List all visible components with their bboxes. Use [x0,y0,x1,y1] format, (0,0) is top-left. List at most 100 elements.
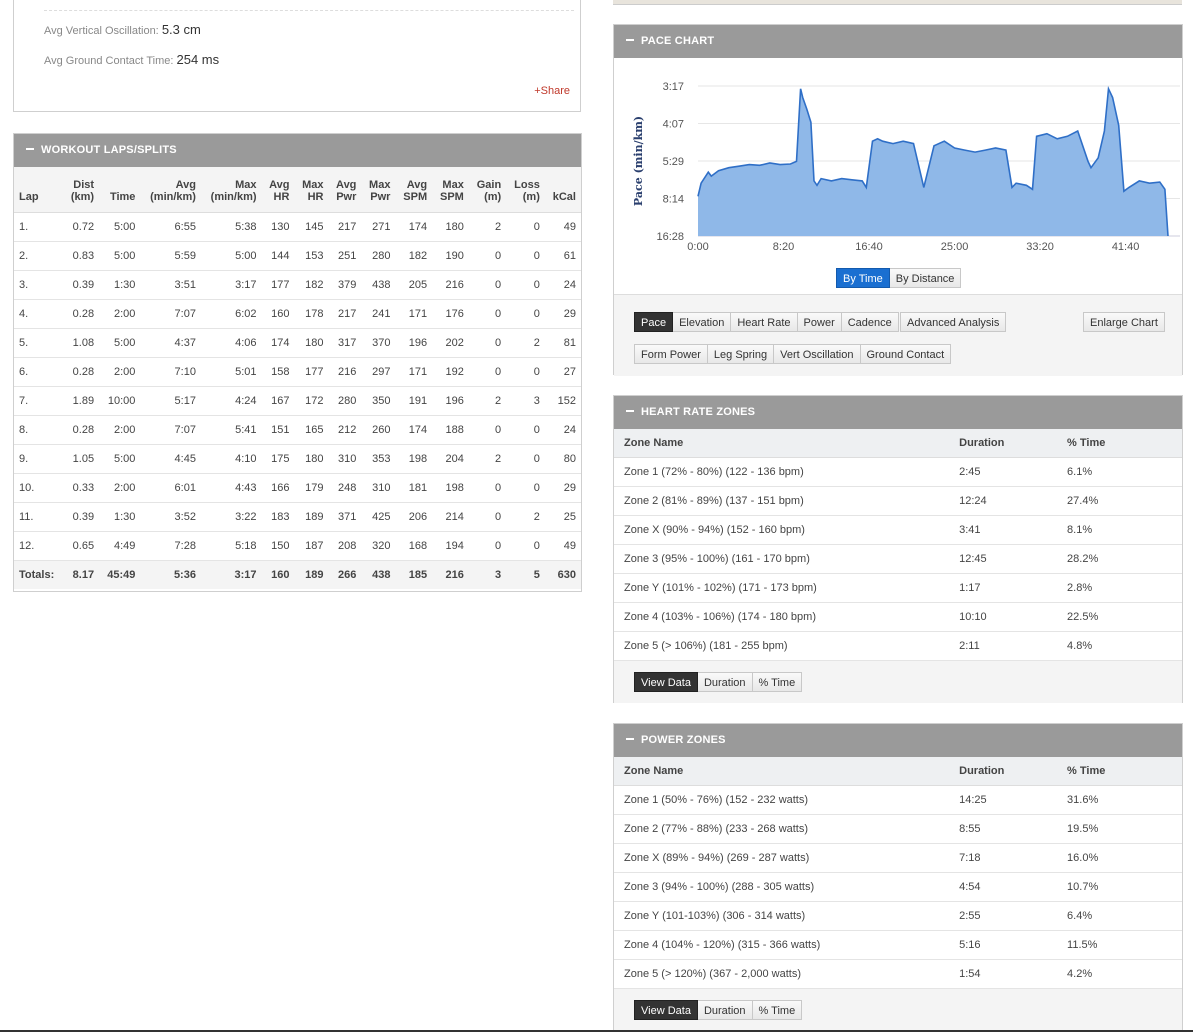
table-cell: 217 [328,299,362,329]
tab-pace[interactable]: Pace [634,312,674,332]
y-tick-label: 3:17 [663,81,684,93]
table-cell: 166 [261,473,295,503]
table-cell: 160 [261,560,295,589]
tab-form-power[interactable]: Form Power [634,344,708,364]
table-cell: 151 [261,415,295,445]
column-header: Loss [506,167,545,191]
table-row: 3. 0.39 1:30 3:51 3:17 177 182 379 438 205 216 0 0 24 [14,270,581,300]
table-cell: 5 [506,560,545,589]
table-row: Zone X (90% - 94%) (152 - 160 bpm) 3:41 8.… [614,515,1182,545]
table-row: 5. 1.08 5:00 4:37 4:06 174 180 317 370 196 202 0 2 81 [14,328,581,358]
table-cell: 216 [432,560,469,589]
table-row: Zone 4 (103% - 106%) (174 - 180 bpm) 10:1… [614,602,1182,632]
table-cell: 0 [506,415,545,445]
table-cell: 4. [14,299,64,329]
view-data-button[interactable]: View Data [634,672,698,692]
table-cell: 0.28 [63,357,100,387]
collapse-icon[interactable] [626,410,634,413]
table-cell: 80 [544,444,581,474]
duration-button[interactable]: Duration [697,672,753,692]
advanced-analysis-button[interactable]: Advanced Analysis [900,312,1007,332]
table-row: 9. 1.05 5:00 4:45 4:10 175 180 310 353 198 204 2 0 80 [14,444,581,474]
table-cell: 241 [361,299,396,329]
table-cell: 183 [261,502,295,532]
table-cell: 317 [328,328,362,358]
laps-table: Dist Avg Max Avg Max Avg Max Avg Max Gain Loss Lap… [14,167,581,589]
laps-panel-header[interactable]: WORKOUT LAPS/SPLITS [14,134,581,167]
table-cell: 320 [361,531,396,561]
table-cell: 4:06 [200,328,262,358]
tab-ground-contact[interactable]: Ground Contact [860,344,952,364]
y-tick-label: 16:28 [656,231,684,243]
time-button[interactable]: % Time [752,672,803,692]
table-cell: 172 [294,386,329,416]
table-cell: Zone 3 (95% - 100%) (161 - 170 bpm) [614,544,950,574]
table-cell: 187 [294,531,329,561]
column-header: Pwr [361,191,396,213]
table-cell: 0 [506,299,545,329]
by-distance-button[interactable]: By Distance [889,268,962,288]
page-bottom-border [0,1030,1193,1032]
enlarge-chart-button[interactable]: Enlarge Chart [1083,312,1165,332]
pace-chart[interactable]: 3:17 4:07 5:29 8:14 16:280:00 8:20 16:40 25:00 3… [614,58,1182,294]
table-cell: 4:49 [99,531,141,561]
collapse-icon[interactable] [626,738,634,741]
by-time-button[interactable]: By Time [836,268,890,288]
share-link[interactable]: +Share [534,85,570,97]
duration-button[interactable]: Duration [697,1000,753,1020]
table-row: Zone 3 (95% - 100%) (161 - 170 bpm) 12:45… [614,544,1182,574]
table-cell: 216 [432,270,469,300]
table-cell: 196 [395,328,433,358]
table-cell: 5:01 [200,357,262,387]
chart-axis-toggle: By Time By Distance [836,268,962,288]
table-cell: 353 [361,444,396,474]
view-data-button[interactable]: View Data [634,1000,698,1020]
tab-heart-rate[interactable]: Heart Rate [731,312,798,332]
table-cell: 130 [261,212,295,242]
table-cell: 0.39 [63,270,100,300]
table-cell: 1.05 [63,444,100,474]
tab-cadence[interactable]: Cadence [841,312,899,332]
column-header: Avg [140,167,201,191]
tab-vert-oscillation[interactable]: Vert Oscillation [774,344,861,364]
power-panel-header[interactable]: POWER ZONES [614,724,1182,757]
tab-leg-spring[interactable]: Leg Spring [707,344,775,364]
table-cell: 5:00 [200,241,262,271]
tab-power[interactable]: Power [797,312,842,332]
table-cell: 4.2% [1057,959,1182,989]
table-cell: 0 [468,415,507,445]
table-cell: 45:49 [99,560,141,589]
table-cell: 180 [432,212,469,242]
table-cell: 1:54 [949,959,1058,989]
table-row: Zone Y (101-103%) (306 - 314 watts) 2:55 6… [614,901,1182,931]
table-cell: Zone 1 (72% - 80%) (122 - 136 bpm) [614,457,950,487]
table-cell: 153 [294,241,329,271]
table-cell: 425 [361,502,396,532]
table-cell: 168 [395,531,433,561]
collapse-icon[interactable] [626,39,634,42]
table-cell: Zone 5 (> 120%) (367 - 2,000 watts) [614,959,950,989]
time-button[interactable]: % Time [752,1000,803,1020]
table-cell: 2:45 [949,457,1058,487]
table-cell: Zone 4 (104% - 120%) (315 - 366 watts) [614,930,950,960]
table-cell: 2 [468,444,507,474]
table-cell: 27.4% [1057,486,1182,516]
column-header: SPM [395,191,433,213]
table-cell: Zone 1 (50% - 76%) (152 - 232 watts) [614,785,950,815]
table-row: 1. 0.72 5:00 6:55 5:38 130 145 217 271 174 180 2 0 49 [14,212,581,242]
table-cell: 266 [328,560,362,589]
table-cell: 27 [544,357,581,387]
column-header [544,167,581,191]
table-cell: 438 [361,270,396,300]
hr-panel-header[interactable]: HEART RATE ZONES [614,396,1182,429]
table-cell: 144 [261,241,295,271]
table-row: Zone 5 (> 120%) (367 - 2,000 watts) 1:54 4… [614,959,1182,989]
collapse-icon[interactable] [26,148,34,151]
panel-title: POWER ZONES [641,734,726,746]
table-cell: Zone X (90% - 94%) (152 - 160 bpm) [614,515,950,545]
pace-panel-header[interactable]: PACE CHART [614,25,1182,58]
table-cell: 171 [395,357,433,387]
column-header: Lap [14,191,64,213]
tab-elevation[interactable]: Elevation [673,312,732,332]
table-cell: 371 [328,502,362,532]
